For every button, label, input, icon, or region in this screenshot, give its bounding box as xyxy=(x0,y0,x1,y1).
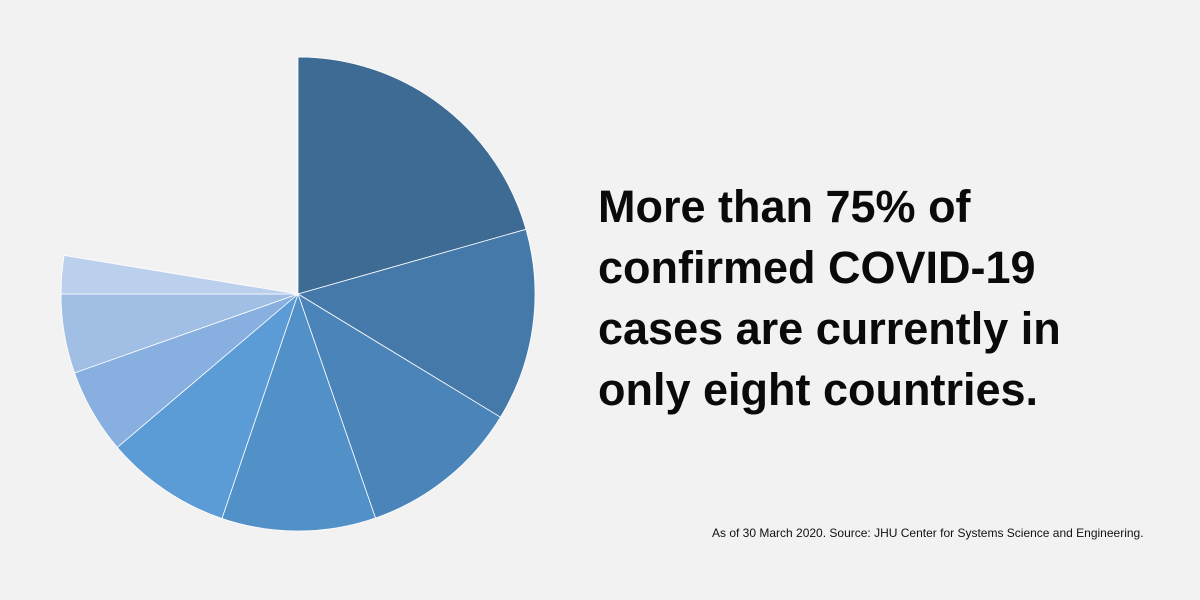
pie-slice xyxy=(221,292,376,532)
pie-slice xyxy=(60,254,299,295)
source-note: As of 30 March 2020. Source: JHU Center … xyxy=(712,526,1144,540)
headline-line: confirmed COVID-19 xyxy=(598,242,1036,293)
pie-slice xyxy=(297,228,536,418)
headline-line: only eight countries. xyxy=(598,364,1038,415)
pie-slice xyxy=(297,293,502,519)
headline-line: cases are currently in xyxy=(598,303,1061,354)
headline-line: More than 75% of xyxy=(598,181,972,232)
pie xyxy=(60,56,536,532)
pie-slice xyxy=(297,56,527,295)
pie-slice xyxy=(116,292,299,519)
